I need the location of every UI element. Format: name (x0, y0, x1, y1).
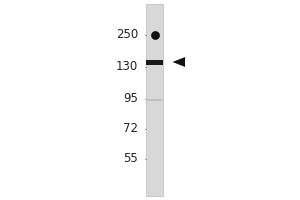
Bar (146, 98, 163, 101)
Point (152, 33, 157, 37)
Text: 130: 130 (116, 60, 138, 73)
Bar (146, 4, 163, 196)
Bar (146, 60, 163, 64)
Text: 95: 95 (123, 92, 138, 106)
Polygon shape (172, 57, 185, 67)
Text: 55: 55 (123, 152, 138, 166)
Text: 250: 250 (116, 28, 138, 42)
Text: 72: 72 (123, 122, 138, 136)
